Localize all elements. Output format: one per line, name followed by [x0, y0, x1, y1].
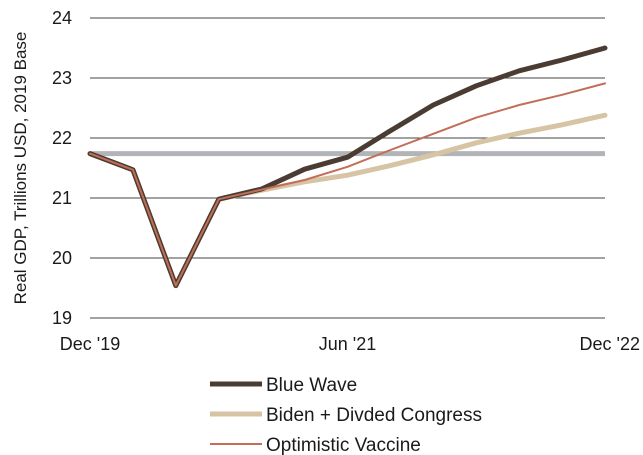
y-axis-title: Real GDP, Trillions USD, 2019 Base [11, 32, 30, 305]
legend: Blue Wave Biden + Divded Congress Optimist… [210, 375, 482, 455]
y-tick-label: 19 [52, 308, 72, 328]
series-line-2 [89, 82, 606, 287]
x-tick-label: Dec '22 [580, 334, 640, 354]
y-tick-label: 22 [52, 128, 72, 148]
x-tick-label: Jun '21 [319, 334, 376, 354]
y-tick-label: 24 [52, 8, 72, 28]
y-tick-label: 21 [52, 188, 72, 208]
y-tick-label: 20 [52, 248, 72, 268]
y-tick-labels: 19 20 21 22 23 24 [52, 8, 72, 328]
legend-label: Biden + Divded Congress [266, 405, 482, 426]
gridlines [90, 17, 605, 319]
legend-label: Optimistic Vaccine [266, 435, 421, 455]
series-lines [87, 45, 608, 289]
legend-label: Blue Wave [266, 375, 357, 396]
x-tick-label: Dec '19 [60, 334, 120, 354]
y-tick-label: 23 [52, 68, 72, 88]
x-tick-labels: Dec '19 Jun '21 Dec '22 [60, 334, 640, 354]
